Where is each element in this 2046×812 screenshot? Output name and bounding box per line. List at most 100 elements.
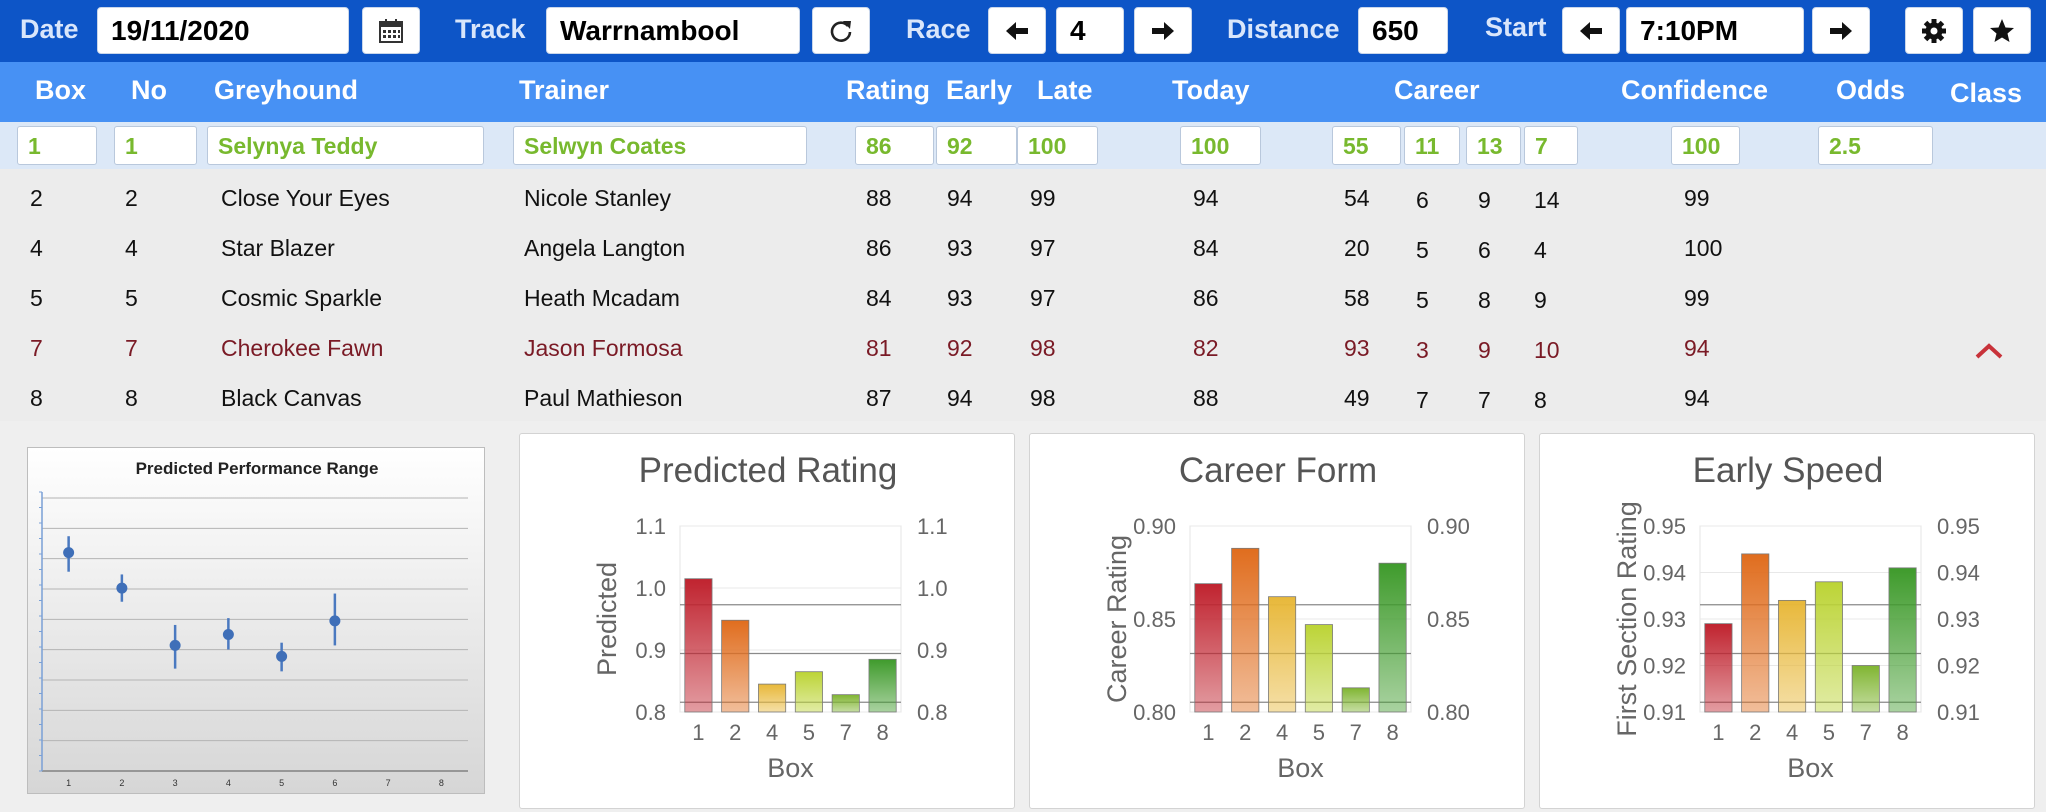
cell-trainer: Heath Mcadam	[524, 285, 680, 311]
cell-trainer: Jason Formosa	[524, 335, 683, 361]
cell-greyhound: Black Canvas	[221, 385, 362, 411]
bar	[1231, 547, 1260, 713]
distance-input[interactable]: 650	[1358, 7, 1448, 54]
table-row[interactable]: 8 8 Black Canvas Paul Mathieson 87 94 98…	[0, 370, 2046, 420]
chart-title: Predicted Performance Range	[136, 459, 379, 478]
header-trainer[interactable]: Trainer	[519, 75, 610, 105]
x-tick-label: 8	[439, 778, 444, 788]
cell-late: 98	[1030, 335, 1056, 361]
table-row[interactable]: 7 7 Cherokee Fawn Jason Formosa 81 92 98…	[0, 320, 2046, 370]
header-career[interactable]: Career	[1394, 75, 1480, 105]
cell-no: 7	[125, 335, 138, 361]
x-tick-label: 5	[1823, 720, 1835, 745]
race-label: Race	[906, 14, 971, 44]
selected-late[interactable]: 100	[1017, 126, 1098, 165]
header-late[interactable]: Late	[1037, 75, 1093, 105]
selected-career-2[interactable]: 11	[1404, 126, 1460, 165]
table-row[interactable]: 5 5 Cosmic Sparkle Heath Mcadam 84 93 97…	[0, 270, 2046, 320]
selected-no[interactable]: 1	[114, 126, 197, 165]
cell-career-1: 58	[1344, 285, 1370, 311]
cell-career-2: 5	[1416, 287, 1429, 313]
bar	[1778, 599, 1807, 713]
bar	[1268, 596, 1297, 713]
selected-row[interactable]: 1 1 Selynya Teddy Selwyn Coates 86 92 10…	[0, 122, 2046, 169]
race-prev-button[interactable]	[988, 7, 1046, 54]
header-no[interactable]: No	[131, 75, 167, 105]
start-label: Start	[1485, 12, 1547, 42]
selected-odds[interactable]: 2.5	[1818, 126, 1933, 165]
cell-confidence: 94	[1684, 385, 1710, 411]
refresh-button[interactable]	[812, 7, 870, 54]
selected-rating[interactable]: 86	[855, 126, 934, 165]
favorite-button[interactable]	[1973, 7, 2031, 54]
cell-confidence: 100	[1684, 235, 1723, 261]
header-box[interactable]: Box	[35, 75, 87, 105]
x-tick-label: 7	[840, 720, 852, 745]
cell-rating: 87	[866, 385, 892, 411]
selected-confidence[interactable]: 100	[1671, 126, 1740, 165]
track-input[interactable]: Warrnambool	[546, 7, 800, 54]
header-odds[interactable]: Odds	[1836, 75, 1906, 105]
cell-box: 7	[30, 335, 43, 361]
race-next-button[interactable]	[1134, 7, 1192, 54]
table-row[interactable]: 2 2 Close Your Eyes Nicole Stanley 88 94…	[0, 170, 2046, 220]
performance-range-plot: Predicted Performance Range 1 2 3 4 5 6 7 8	[39, 459, 468, 788]
cell-trainer: Paul Mathieson	[524, 385, 683, 411]
cell-confidence: 99	[1684, 185, 1710, 211]
header-early[interactable]: Early	[946, 75, 1013, 105]
start-next-button[interactable]	[1812, 7, 1870, 54]
calendar-button[interactable]	[362, 7, 420, 54]
selected-career-1[interactable]: 55	[1332, 126, 1401, 165]
refresh-icon	[830, 20, 852, 42]
selected-career-4[interactable]: 7	[1524, 126, 1578, 165]
settings-button[interactable]	[1905, 7, 1963, 54]
date-input[interactable]: 19/11/2020	[97, 7, 349, 54]
header-today[interactable]: Today	[1172, 75, 1250, 105]
cell-career-2: 3	[1416, 337, 1429, 363]
cell-confidence: 94	[1684, 335, 1710, 361]
bar	[1304, 624, 1333, 713]
x-tick-label: 7	[386, 778, 391, 788]
arrow-left-icon	[1580, 21, 1602, 40]
y-tick-label: 1.0	[635, 576, 666, 601]
cell-rating: 81	[866, 335, 892, 361]
selected-career-3[interactable]: 13	[1466, 126, 1521, 165]
cell-career-2: 6	[1416, 187, 1429, 213]
header-confidence[interactable]: Confidence	[1621, 75, 1769, 105]
selected-today[interactable]: 100	[1180, 126, 1261, 165]
x-tick-label: 7	[1860, 720, 1872, 745]
header-class[interactable]: Class	[1950, 78, 2023, 108]
y-axis-label: Predicted	[592, 562, 622, 676]
x-tick-label: 5	[803, 720, 815, 745]
data-point	[276, 650, 288, 662]
cell-box: 5	[30, 285, 43, 311]
header-rating[interactable]: Rating	[846, 75, 930, 105]
x-tick-label: 1	[692, 720, 704, 745]
x-tick-label: 5	[279, 778, 284, 788]
selected-box[interactable]: 1	[17, 126, 97, 165]
y-tick-label: 0.90	[1133, 514, 1176, 539]
bar	[831, 694, 860, 713]
bar	[794, 671, 823, 713]
selected-trainer[interactable]: Selwyn Coates	[513, 126, 807, 165]
toolbar: Date 19/11/2020 Track Warrnambool Race 4	[0, 0, 2046, 62]
header-greyhound[interactable]: Greyhound	[214, 75, 359, 105]
y-tick-label: 0.93	[1643, 607, 1686, 632]
chevron-up-icon	[1975, 343, 2003, 359]
y-tick-label: 0.8	[635, 700, 666, 725]
x-tick-label: 2	[119, 778, 124, 788]
y2-tick-label: 0.80	[1427, 700, 1470, 725]
y-tick-label: 0.80	[1133, 700, 1176, 725]
start-input[interactable]: 7:10PM	[1626, 7, 1804, 54]
distance-label: Distance	[1227, 14, 1340, 44]
selected-early[interactable]: 92	[936, 126, 1017, 165]
table-row[interactable]: 4 4 Star Blazer Angela Langton 86 93 97 …	[0, 220, 2046, 270]
start-prev-button[interactable]	[1562, 7, 1620, 54]
cell-career-4: 4	[1534, 237, 1547, 263]
x-tick-label: 7	[1350, 720, 1362, 745]
y-tick-label: 0.91	[1643, 700, 1686, 725]
cell-career-3: 7	[1478, 387, 1491, 413]
race-input[interactable]: 4	[1056, 7, 1124, 54]
selected-greyhound[interactable]: Selynya Teddy	[207, 126, 484, 165]
x-tick-label: 1	[1202, 720, 1214, 745]
